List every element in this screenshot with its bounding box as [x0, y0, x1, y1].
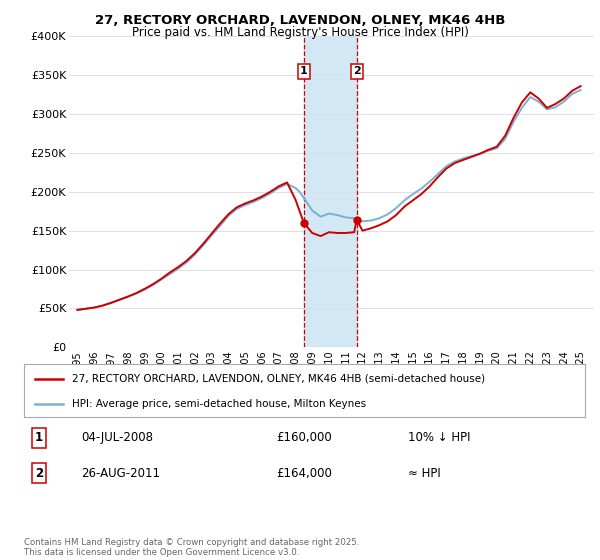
Text: 27, RECTORY ORCHARD, LAVENDON, OLNEY, MK46 4HB (semi-detached house): 27, RECTORY ORCHARD, LAVENDON, OLNEY, MK…: [71, 374, 485, 384]
Text: ≈ HPI: ≈ HPI: [408, 466, 441, 480]
Text: 1: 1: [35, 431, 43, 445]
Text: £160,000: £160,000: [276, 431, 332, 445]
Text: Contains HM Land Registry data © Crown copyright and database right 2025.
This d: Contains HM Land Registry data © Crown c…: [24, 538, 359, 557]
Text: 04-JUL-2008: 04-JUL-2008: [81, 431, 153, 445]
Text: 10% ↓ HPI: 10% ↓ HPI: [408, 431, 470, 445]
Text: 27, RECTORY ORCHARD, LAVENDON, OLNEY, MK46 4HB: 27, RECTORY ORCHARD, LAVENDON, OLNEY, MK…: [95, 14, 505, 27]
Text: Price paid vs. HM Land Registry's House Price Index (HPI): Price paid vs. HM Land Registry's House …: [131, 26, 469, 39]
Text: HPI: Average price, semi-detached house, Milton Keynes: HPI: Average price, semi-detached house,…: [71, 399, 366, 409]
Text: 2: 2: [353, 67, 361, 76]
Text: 2: 2: [35, 466, 43, 480]
Text: £164,000: £164,000: [276, 466, 332, 480]
Text: 26-AUG-2011: 26-AUG-2011: [81, 466, 160, 480]
Text: 1: 1: [300, 67, 308, 76]
Bar: [304, 36, 356, 347]
